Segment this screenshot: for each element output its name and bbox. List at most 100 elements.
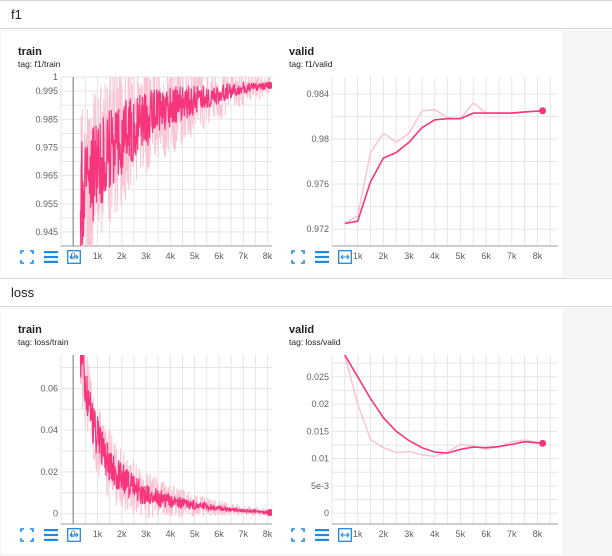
list-icon[interactable]: [315, 250, 329, 264]
group-header-loss[interactable]: loss: [0, 278, 612, 307]
card-tag: tag: loss/valid: [289, 337, 341, 347]
raw-series-line: [344, 101, 543, 225]
x-tick-label: 4k: [166, 529, 176, 539]
y-tick-label: 5e-3: [311, 481, 329, 491]
x-tick-label: 3k: [404, 529, 414, 539]
x-tick-label: 8k: [533, 251, 543, 261]
y-tick-label: 0.025: [306, 372, 329, 382]
y-tick-label: 0.955: [35, 199, 58, 209]
x-tick-label: 7k: [507, 251, 517, 261]
y-tick-label: 0.995: [35, 86, 58, 96]
fit-to-data-icon[interactable]: [291, 528, 305, 542]
y-tick-label: 0.02: [311, 399, 329, 409]
expand-icon[interactable]: [338, 528, 352, 542]
last-point-marker: [266, 81, 274, 89]
x-tick-label: 1k: [93, 529, 103, 539]
x-tick-label: 0: [71, 251, 76, 261]
y-tick-label: 0.01: [311, 454, 329, 464]
plot-area: [79, 355, 271, 519]
x-tick-label: 0: [71, 529, 76, 539]
group-body: train tag: loss/train 0 1k 2k 3k 4k 5k 6k 7k 8k 0…: [0, 308, 612, 556]
plot-area: [344, 101, 543, 225]
chart-svg: 1k 2k 3k 4k 5k 6k 7k 8k 0 5e-3 0.01 0.015 0.02 0.025: [306, 355, 558, 539]
x-tick-label: 3k: [141, 529, 151, 539]
chart-card-loss-train: train tag: loss/train 0 1k 2k 3k 4k 5k 6k 7k 8k 0…: [1, 309, 291, 554]
y-tick-label: 0: [324, 508, 329, 518]
x-tick-label: 2k: [379, 529, 389, 539]
x-tick-label: 2k: [379, 251, 389, 261]
x-tick-label: 2k: [117, 529, 127, 539]
y-tick-label: 0.976: [306, 179, 329, 189]
grid: [331, 355, 558, 524]
card-title: valid: [289, 46, 315, 58]
y-tick-label: 0.06: [40, 383, 58, 393]
raw-series-line: [344, 355, 543, 458]
card-tag: tag: f1/train: [18, 59, 61, 69]
x-tick-label: 6k: [481, 529, 491, 539]
group-f1: f1 train tag: f1/train 0 1k 2k 3k 4k 5k 6k 7k 8k…: [0, 0, 612, 277]
raw-series-line: [79, 355, 271, 519]
last-point-marker: [266, 509, 274, 517]
list-icon[interactable]: [315, 528, 329, 542]
x-tick-label: 6k: [214, 251, 224, 261]
y-tick-label: 0.984: [306, 89, 329, 99]
group-header-f1[interactable]: f1: [0, 0, 612, 29]
x-tick-label: 1k: [353, 251, 363, 261]
x-tick-label: 7k: [239, 251, 249, 261]
group-loss: loss train tag: loss/train 0 1k 2k 3k 4k 5k 6k…: [0, 278, 612, 556]
plot-area: [344, 355, 543, 458]
chart-card-f1-train: train tag: f1/train 0 1k 2k 3k 4k 5k 6k 7k 8k 0.9…: [1, 31, 291, 276]
list-icon[interactable]: [44, 528, 58, 542]
x-tick-label: 7k: [239, 529, 249, 539]
last-point-marker: [539, 439, 547, 447]
chart-card-f1-valid: valid tag: f1/valid 1k 2k 3k 4k 5k 6k 7k 8k 0.97…: [272, 31, 562, 276]
smoothed-series-line: [344, 355, 543, 454]
smoothed-series-line: [344, 110, 543, 225]
chart-svg: 1k 2k 3k 4k 5k 6k 7k 8k 0.972 0.976 0.98 0.984: [306, 77, 558, 261]
grid: [60, 355, 287, 524]
fit-to-data-icon[interactable]: [20, 250, 34, 264]
x-tick-label: 4k: [166, 251, 176, 261]
card-tag: tag: f1/valid: [289, 59, 333, 69]
x-tick-label: 5k: [456, 529, 466, 539]
x-tick-label: 5k: [456, 251, 466, 261]
y-tick-label: 0.965: [35, 171, 58, 181]
x-tick-label: 8k: [263, 529, 273, 539]
list-icon[interactable]: [44, 250, 58, 264]
plot-area: [79, 77, 271, 246]
x-tick-label: 8k: [263, 251, 273, 261]
x-tick-label: 3k: [141, 251, 151, 261]
y-tick-label: 0.975: [35, 142, 58, 152]
x-tick-label: 6k: [481, 251, 491, 261]
y-tick-label: 0.98: [311, 134, 329, 144]
chart-svg: 0 1k 2k 3k 4k 5k 6k 7k 8k 0.945 0.955 0.965 0.975 0.9…: [35, 72, 287, 261]
x-tick-label: 3k: [404, 251, 414, 261]
card-title: train: [18, 46, 42, 58]
fit-to-data-icon[interactable]: [291, 250, 305, 264]
x-tick-label: 2k: [117, 251, 127, 261]
chart-svg: 0 1k 2k 3k 4k 5k 6k 7k 8k 0 0.02 0.04 0.06: [40, 355, 287, 539]
y-tick-label: 0.02: [40, 467, 58, 477]
x-tick-label: 4k: [430, 529, 440, 539]
y-tick-label: 0.04: [40, 425, 58, 435]
fit-to-data-icon[interactable]: [20, 528, 34, 542]
card-title: train: [18, 324, 42, 336]
card-tag: tag: loss/train: [18, 337, 69, 347]
expand-icon[interactable]: [67, 528, 81, 542]
smoothed-series-line: [79, 355, 271, 516]
y-tick-label: 0.972: [306, 224, 329, 234]
expand-icon[interactable]: [338, 250, 352, 264]
smoothed-series-line: [79, 80, 271, 246]
x-tick-label: 5k: [190, 251, 200, 261]
grid: [331, 77, 558, 246]
x-tick-label: 8k: [533, 529, 543, 539]
x-tick-label: 1k: [353, 529, 363, 539]
y-tick-label: 0: [53, 509, 58, 519]
x-tick-label: 6k: [214, 529, 224, 539]
chart-card-loss-valid: valid tag: loss/valid 1k 2k 3k 4k 5k 6k 7k 8k 0 5…: [272, 309, 562, 554]
y-tick-label: 0.945: [35, 227, 58, 237]
group-title: f1: [11, 7, 22, 22]
group-body: train tag: f1/train 0 1k 2k 3k 4k 5k 6k 7k 8k 0.9…: [0, 30, 612, 277]
x-tick-label: 4k: [430, 251, 440, 261]
expand-icon[interactable]: [67, 250, 81, 264]
